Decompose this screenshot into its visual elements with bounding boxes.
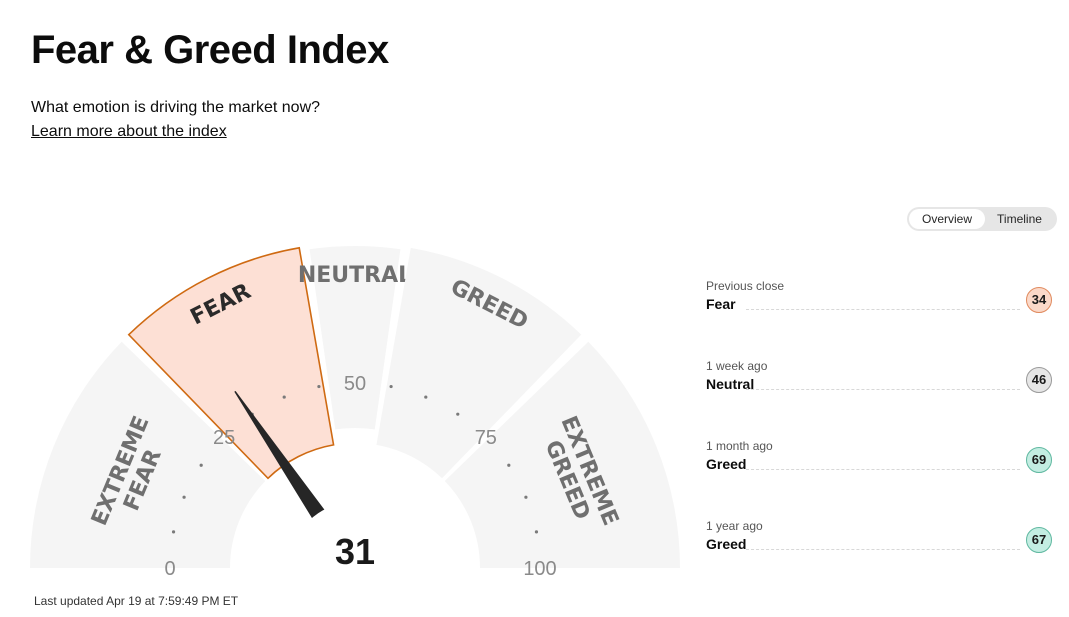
scale-dot	[424, 395, 428, 399]
history-1-month-ago: 1 month ago Greed 69	[706, 439, 1056, 489]
history-label: 1 week ago	[706, 359, 768, 373]
scale-dot	[507, 463, 511, 467]
scale-label-100: 100	[523, 558, 556, 580]
view-toggle: Overview Timeline	[907, 207, 1057, 231]
history-rating: Fear	[706, 296, 736, 312]
history-value-badge: 69	[1026, 447, 1052, 473]
history-label: 1 year ago	[706, 519, 763, 533]
scale-label-0: 0	[164, 558, 175, 580]
scale-label-25: 25	[213, 427, 235, 449]
scale-dot	[524, 495, 528, 499]
scale-dot	[456, 412, 460, 416]
learn-more-link[interactable]: Learn more about the index	[31, 123, 227, 140]
dotted-leader	[746, 469, 1020, 470]
page-title: Fear & Greed Index	[31, 28, 389, 72]
scale-label-50: 50	[344, 373, 366, 395]
page-subtitle: What emotion is driving the market now?	[31, 99, 321, 116]
last-updated: Last updated Apr 19 at 7:59:49 PM ET	[34, 594, 239, 608]
scale-dot	[171, 530, 176, 534]
dotted-leader	[746, 309, 1020, 310]
gauge-value: 31	[335, 531, 375, 572]
zone-extreme-greed	[444, 341, 680, 568]
zone-extreme-fear	[30, 341, 266, 568]
scale-dot	[282, 395, 286, 399]
zone-neutral	[309, 246, 401, 430]
dotted-leader	[746, 389, 1020, 390]
history-value-badge: 46	[1026, 367, 1052, 393]
history-value-badge: 34	[1026, 287, 1052, 313]
history-rating: Greed	[706, 456, 747, 472]
history-1-year-ago: 1 year ago Greed 67	[706, 519, 1056, 569]
history-value-badge: 67	[1026, 527, 1052, 553]
scale-dot	[389, 384, 393, 389]
scale-dot	[182, 495, 186, 499]
history-rating: Neutral	[706, 376, 755, 392]
history-1-week-ago: 1 week ago Neutral 46	[706, 359, 1056, 409]
gauge-hub	[289, 502, 421, 617]
zone-greed	[376, 247, 582, 479]
zone-label-neutral: NEUTRAL	[298, 263, 412, 288]
history-label: Previous close	[706, 279, 785, 293]
overview-tab[interactable]: Overview	[909, 209, 985, 229]
scale-dot	[199, 463, 203, 467]
history-rating: Greed	[706, 536, 747, 552]
history-previous-close: Previous close Fear 34	[706, 279, 1056, 329]
scale-dot	[317, 384, 321, 389]
dotted-leader	[746, 549, 1020, 550]
timeline-tab[interactable]: Timeline	[997, 212, 1042, 226]
scale-label-75: 75	[475, 427, 497, 449]
history-label: 1 month ago	[706, 439, 773, 453]
scale-dot	[534, 530, 539, 534]
